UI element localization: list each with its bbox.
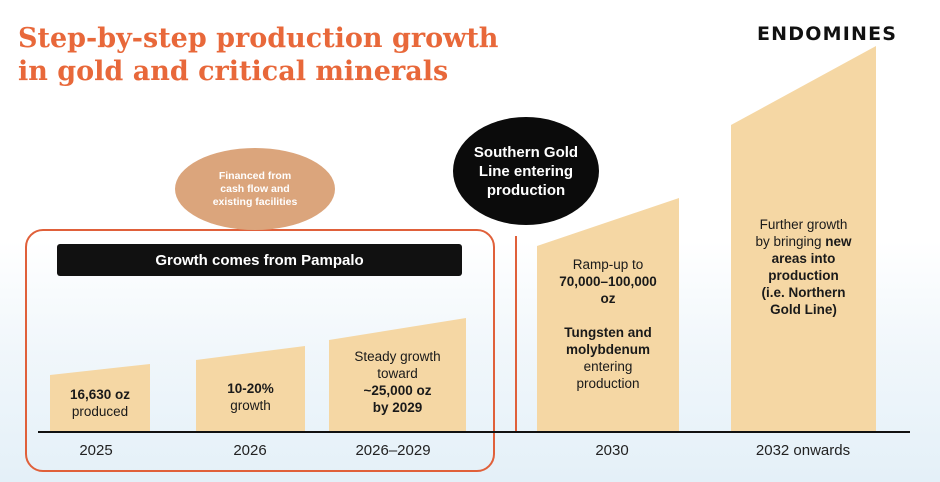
financing-note: Financed from cash flow and existing fac… — [212, 169, 298, 208]
endomines-logo: ENDOMINES — [757, 23, 898, 45]
stage-line: toward — [377, 366, 418, 381]
stage-line: by 2029 — [372, 400, 423, 415]
southern-gold-line-circle: Southern Gold Line entering production — [453, 117, 599, 225]
stage-line: molybdenum — [565, 342, 650, 357]
southern-gold-line-label: Southern Gold Line entering production — [473, 143, 579, 199]
title-line-1: Step-by-step production growth — [18, 23, 499, 54]
stage-text-2025: 16,630 oz produced — [50, 386, 150, 420]
stage-line: produced — [71, 404, 129, 419]
timeline-axis — [38, 431, 910, 433]
stage-line: 10-20% — [227, 381, 274, 396]
pampalo-group-frame — [25, 229, 495, 472]
stage-line: entering — [583, 359, 633, 374]
title-line-2: in gold and critical minerals — [18, 56, 449, 87]
stage-line: Ramp-up to — [572, 257, 644, 272]
stage-line: Further growth — [759, 217, 848, 232]
page-title: Step-by-step production growth in gold a… — [18, 22, 498, 88]
bar-stage-2030 — [537, 198, 679, 431]
year-label-2026: 2026 — [233, 442, 267, 459]
bold-word: new — [825, 234, 852, 249]
stage-line: production — [576, 376, 640, 391]
year-label-2032-onwards: 2032 onwards — [755, 442, 851, 459]
year-label-2026-2029: 2026–2029 — [355, 442, 431, 459]
stage-line-spacer — [537, 307, 679, 324]
phase-divider-line — [515, 236, 517, 432]
pampalo-banner: Growth comes from Pampalo — [57, 244, 462, 276]
stage-line: ~25,000 oz — [363, 383, 432, 398]
stage-line: 16,630 oz — [69, 387, 131, 402]
stage-line: 70,000–100,000 — [559, 274, 657, 289]
stage-text-2026-2029: Steady growth toward ~25,000 oz by 2029 — [329, 348, 466, 416]
stage-line: production — [768, 268, 839, 283]
bar-stage-2026-2029 — [329, 318, 466, 431]
stage-line: Steady growth — [354, 349, 441, 364]
stage-text-2032-onwards: Further growth by bringing new areas int… — [731, 216, 876, 318]
bar-stage-2026 — [196, 346, 305, 431]
year-label-2025: 2025 — [79, 442, 113, 459]
stage-line: (i.e. Northern — [761, 285, 846, 300]
stage-text-2030: Ramp-up to 70,000–100,000 oz Tungsten an… — [537, 256, 679, 392]
stage-line: growth — [230, 398, 271, 413]
stage-line: Gold Line) — [770, 302, 837, 317]
year-label-2030: 2030 — [595, 442, 629, 459]
stage-line: areas into — [771, 251, 836, 266]
financing-bubble: Financed from cash flow and existing fac… — [175, 148, 335, 230]
bar-stage-2025 — [50, 364, 150, 431]
stage-line: Tungsten and — [564, 325, 652, 340]
stage-text-2026: 10-20% growth — [196, 380, 305, 414]
stage-line-mixed: by bringing new — [755, 234, 852, 249]
bar-stage-2032-onwards — [731, 46, 876, 431]
stage-line: oz — [600, 291, 616, 306]
